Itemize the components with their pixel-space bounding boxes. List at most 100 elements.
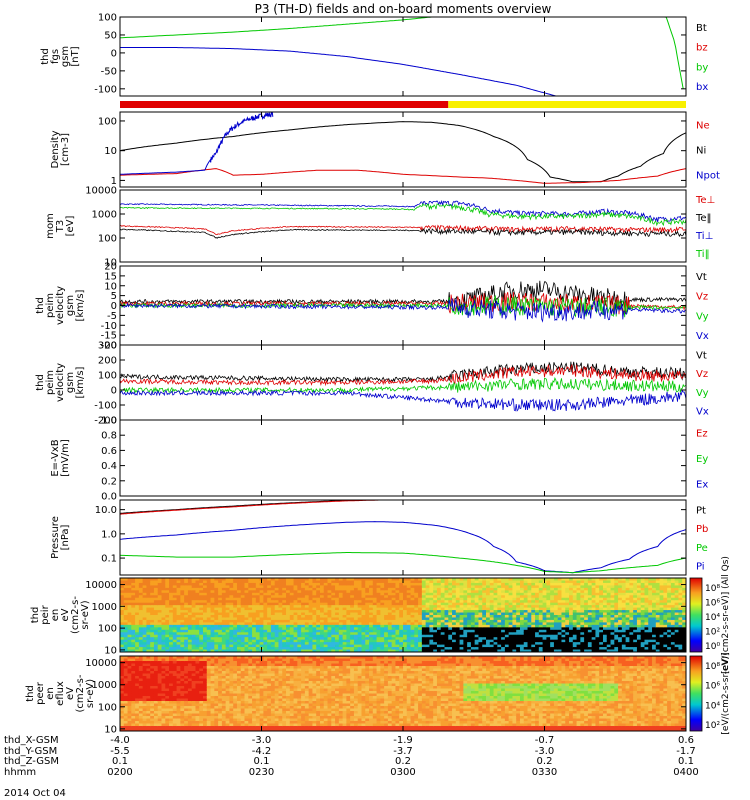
pressure-ytick-label: 10.0 <box>95 505 117 516</box>
peer-ytick-label: 1000 <box>92 680 117 691</box>
fgs-ytick-label: 100 <box>98 13 117 24</box>
vel_e-ytick-label: -20 <box>101 341 117 352</box>
vel_i-ytick-label: 200 <box>98 356 117 367</box>
chart-title: P3 (TH-D) fields and on-board moments ov… <box>254 2 552 16</box>
vel_e-ylabel: [km/s] <box>75 289 86 321</box>
x-axis-tick-value: 0.6 <box>678 735 694 746</box>
peir-ylabel: (cm2-s- <box>70 596 81 634</box>
efield-ytick-label: 1.0 <box>101 416 117 427</box>
fgs-ytick-label: -100 <box>94 84 117 95</box>
vel_e-series-Vx <box>119 298 687 323</box>
mode-bar-segment <box>120 101 449 108</box>
fgs-ytick-label: 50 <box>104 30 117 41</box>
efield-ytick-label: 0.2 <box>101 476 117 487</box>
pressure-legend-3: Pi <box>696 562 705 573</box>
x-axis-tick-value: 0.1 <box>678 756 694 767</box>
temp-ylabel: [eV] <box>65 216 76 237</box>
peir-colorbar-tick: 10⁸ <box>705 584 720 594</box>
temp-series-Te‖ <box>119 227 687 239</box>
x-axis-tick-value: 0.1 <box>112 756 128 767</box>
efield-ytick-label: 0.6 <box>101 446 117 457</box>
x-axis-tick-value: -4.2 <box>251 745 272 757</box>
density-legend-1: Ni <box>696 146 706 157</box>
x-axis-tick-value: -3.0 <box>534 745 555 757</box>
date-label: 2014 Oct 04 <box>4 788 66 799</box>
vel_i-ytick-label: -200 <box>94 416 117 427</box>
vel_i-series-Vx <box>119 389 687 412</box>
vel_i-ylabel: [km/s] <box>75 366 86 398</box>
x-axis-tick-value: 0.1 <box>253 756 270 767</box>
efield-ylabel: [mV/m] <box>60 439 71 477</box>
vel_i-series-Vt <box>119 361 687 383</box>
vel_e-legend-0: Vt <box>696 272 707 283</box>
peir-colorbar-tick: 10⁰ <box>705 642 720 652</box>
density-ylabel: [cm-3] <box>60 133 71 166</box>
temp-series-Te⊥ <box>119 224 687 236</box>
vel_i-series-Vz <box>119 363 687 387</box>
peir-colorbar-label: [eV/(cm2-s-sr-eV)] (All Qs) <box>721 556 731 674</box>
peer-ytick-label: 10000 <box>85 658 117 669</box>
temp-legend-2: Ti⊥ <box>695 231 713 242</box>
vel_e-ytick-label: 20 <box>104 262 117 273</box>
peer-colorbar-tick: 10⁸ <box>705 662 720 672</box>
x-axis-tick-value: 0.2 <box>395 756 411 767</box>
temp-frame <box>119 189 687 263</box>
vel_e-ylabel: thd <box>35 297 46 314</box>
temp-ylabel: T3 <box>55 220 66 233</box>
peir-ylabel: sr-eV) <box>80 600 91 629</box>
vel_e-ytick-label: -15 <box>101 331 117 342</box>
temp-legend-1: Te‖ <box>695 213 712 224</box>
vel_e-ytick-label: 10 <box>104 281 117 292</box>
temp-ytick-label: 100 <box>98 234 117 245</box>
peer-ylabel: eV <box>65 687 76 700</box>
vel_e-legend-2: Vy <box>696 311 709 322</box>
peer-ylabel: thd <box>25 685 36 702</box>
x-axis-tick-value: 0.2 <box>536 756 553 767</box>
x-axis-tick-value: 0200 <box>107 766 133 778</box>
vel_i-legend-1: Vz <box>696 369 708 380</box>
temp-series-Ti⊥ <box>119 199 687 223</box>
peir-colorbar-tick: 10⁴ <box>705 613 720 623</box>
peer-colorbar-tick: 10⁶ <box>705 682 720 692</box>
vel_i-legend-2: Vy <box>696 388 709 399</box>
vel_i-legend-0: Vt <box>696 350 707 361</box>
peer-colorbar-label: [eV/(cm2-s-sr-eV)] <box>721 652 731 734</box>
fgs-ytick-label: 0 <box>111 48 117 59</box>
vel_e-ylabel: peim <box>45 293 56 318</box>
pressure-legend-1: Pb <box>696 524 708 535</box>
pressure-series-Pe <box>119 552 687 574</box>
peir-ytick-label: 10 <box>104 645 117 656</box>
vel_e-ylabel: gsm <box>65 295 76 316</box>
vel_i-ylabel: velocity <box>55 363 66 402</box>
density-series-Ni <box>119 121 687 183</box>
temp-ytick-label: 10 <box>104 258 117 269</box>
efield-ytick-label: 0.0 <box>101 492 117 503</box>
efield-ylabel: E=-VxB <box>50 439 61 476</box>
x-axis-labels: thd_X-GSM -4.0 -3.0 -1.9 -0.7 0.6 thd_Y-GSM -5.… <box>4 735 712 779</box>
peir-ylabel: peir <box>40 604 51 624</box>
x-axis-row: thd_X-GSM -4.0 -3.0 -1.9 -0.7 0.6 <box>4 735 712 747</box>
vel_i-ytick-label: 100 <box>98 371 117 382</box>
temp-ytick-label: 1000 <box>92 210 117 221</box>
pressure-legend-0: Pt <box>696 505 706 516</box>
fgs-series-by <box>119 16 684 89</box>
pressure-frame <box>119 499 687 576</box>
x-axis-row: hhmm 0200 0230 0300 0330 0400 <box>4 766 712 779</box>
peer-colorbar <box>689 655 703 732</box>
mode-bar-segment <box>448 101 686 108</box>
efield-legend-1: Ey <box>696 454 708 465</box>
pressure-legend-2: Pe <box>696 543 708 554</box>
peer-colorbar-tick: 10² <box>705 721 720 731</box>
efield-frame <box>119 419 687 497</box>
peir-ytick-label: 10000 <box>85 580 117 591</box>
peer-ytick-label: 10 <box>104 724 117 735</box>
fgs-ylabel: [nT] <box>70 46 81 66</box>
x-axis-row-label: thd_Y-GSM <box>4 745 58 757</box>
peer-ylabel: sr-eV) <box>85 679 96 708</box>
vel_i-ytick-label: 0 <box>111 386 117 397</box>
peir-spectrogram <box>120 578 687 653</box>
x-axis-tick-value: 0230 <box>248 766 275 778</box>
pressure-ytick-label: 0.1 <box>101 554 117 565</box>
x-axis-tick-value: -0.7 <box>534 735 555 746</box>
